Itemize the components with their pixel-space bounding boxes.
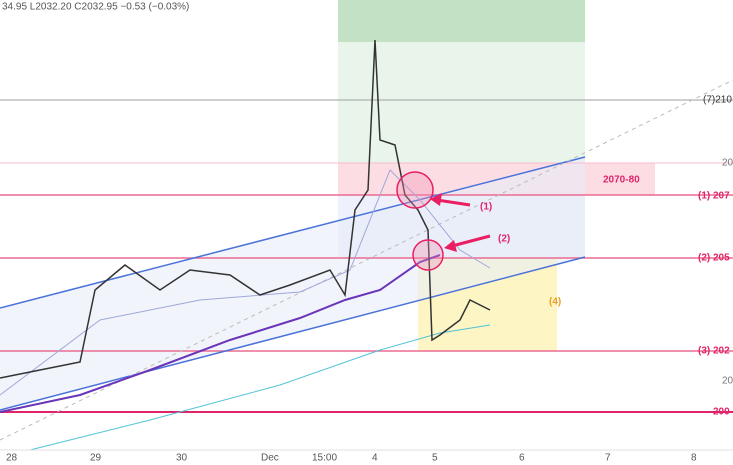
arrow [436,198,471,207]
arrow-head [430,193,442,206]
price-label: (1) 207 [698,191,730,202]
moving-average [0,169,491,396]
annotation: (1) [480,202,492,213]
x-label: 6 [519,453,525,464]
arrow [451,234,491,248]
target-zone [338,0,585,42]
annotation: (2) [498,234,510,245]
x-label: 29 [90,453,102,464]
x-label: 4 [372,453,378,464]
profit-zone [338,42,585,163]
highlight-circle [396,171,434,209]
zone-label: 2070-80 [603,175,640,186]
moving-average [0,254,441,413]
x-label: 7 [605,453,611,464]
x-label: 5 [432,453,438,464]
channel-line [0,156,586,309]
price-label: (3) 202 [698,346,730,357]
channel-line [0,256,586,411]
arrow-head [444,240,457,252]
x-label: 8 [691,453,697,464]
price-label: 20 [722,158,733,169]
ohlc-header: 34.95 L2032.20 C2032.95 −0.53 (−0.03%) [2,2,189,13]
x-label: 28 [6,453,18,464]
highlight-circle [412,239,444,271]
price-label: 200 [713,407,730,418]
x-label: 15:00 [312,453,337,464]
price-label: 20 [722,376,733,387]
price-line [0,39,491,379]
x-label: Dec [261,453,279,464]
x-label: 30 [176,453,188,464]
price-label: (7)210 [703,95,732,106]
moving-average [29,324,491,451]
price-label: (2) 205 [698,253,730,264]
annotation: (4) [549,297,561,308]
